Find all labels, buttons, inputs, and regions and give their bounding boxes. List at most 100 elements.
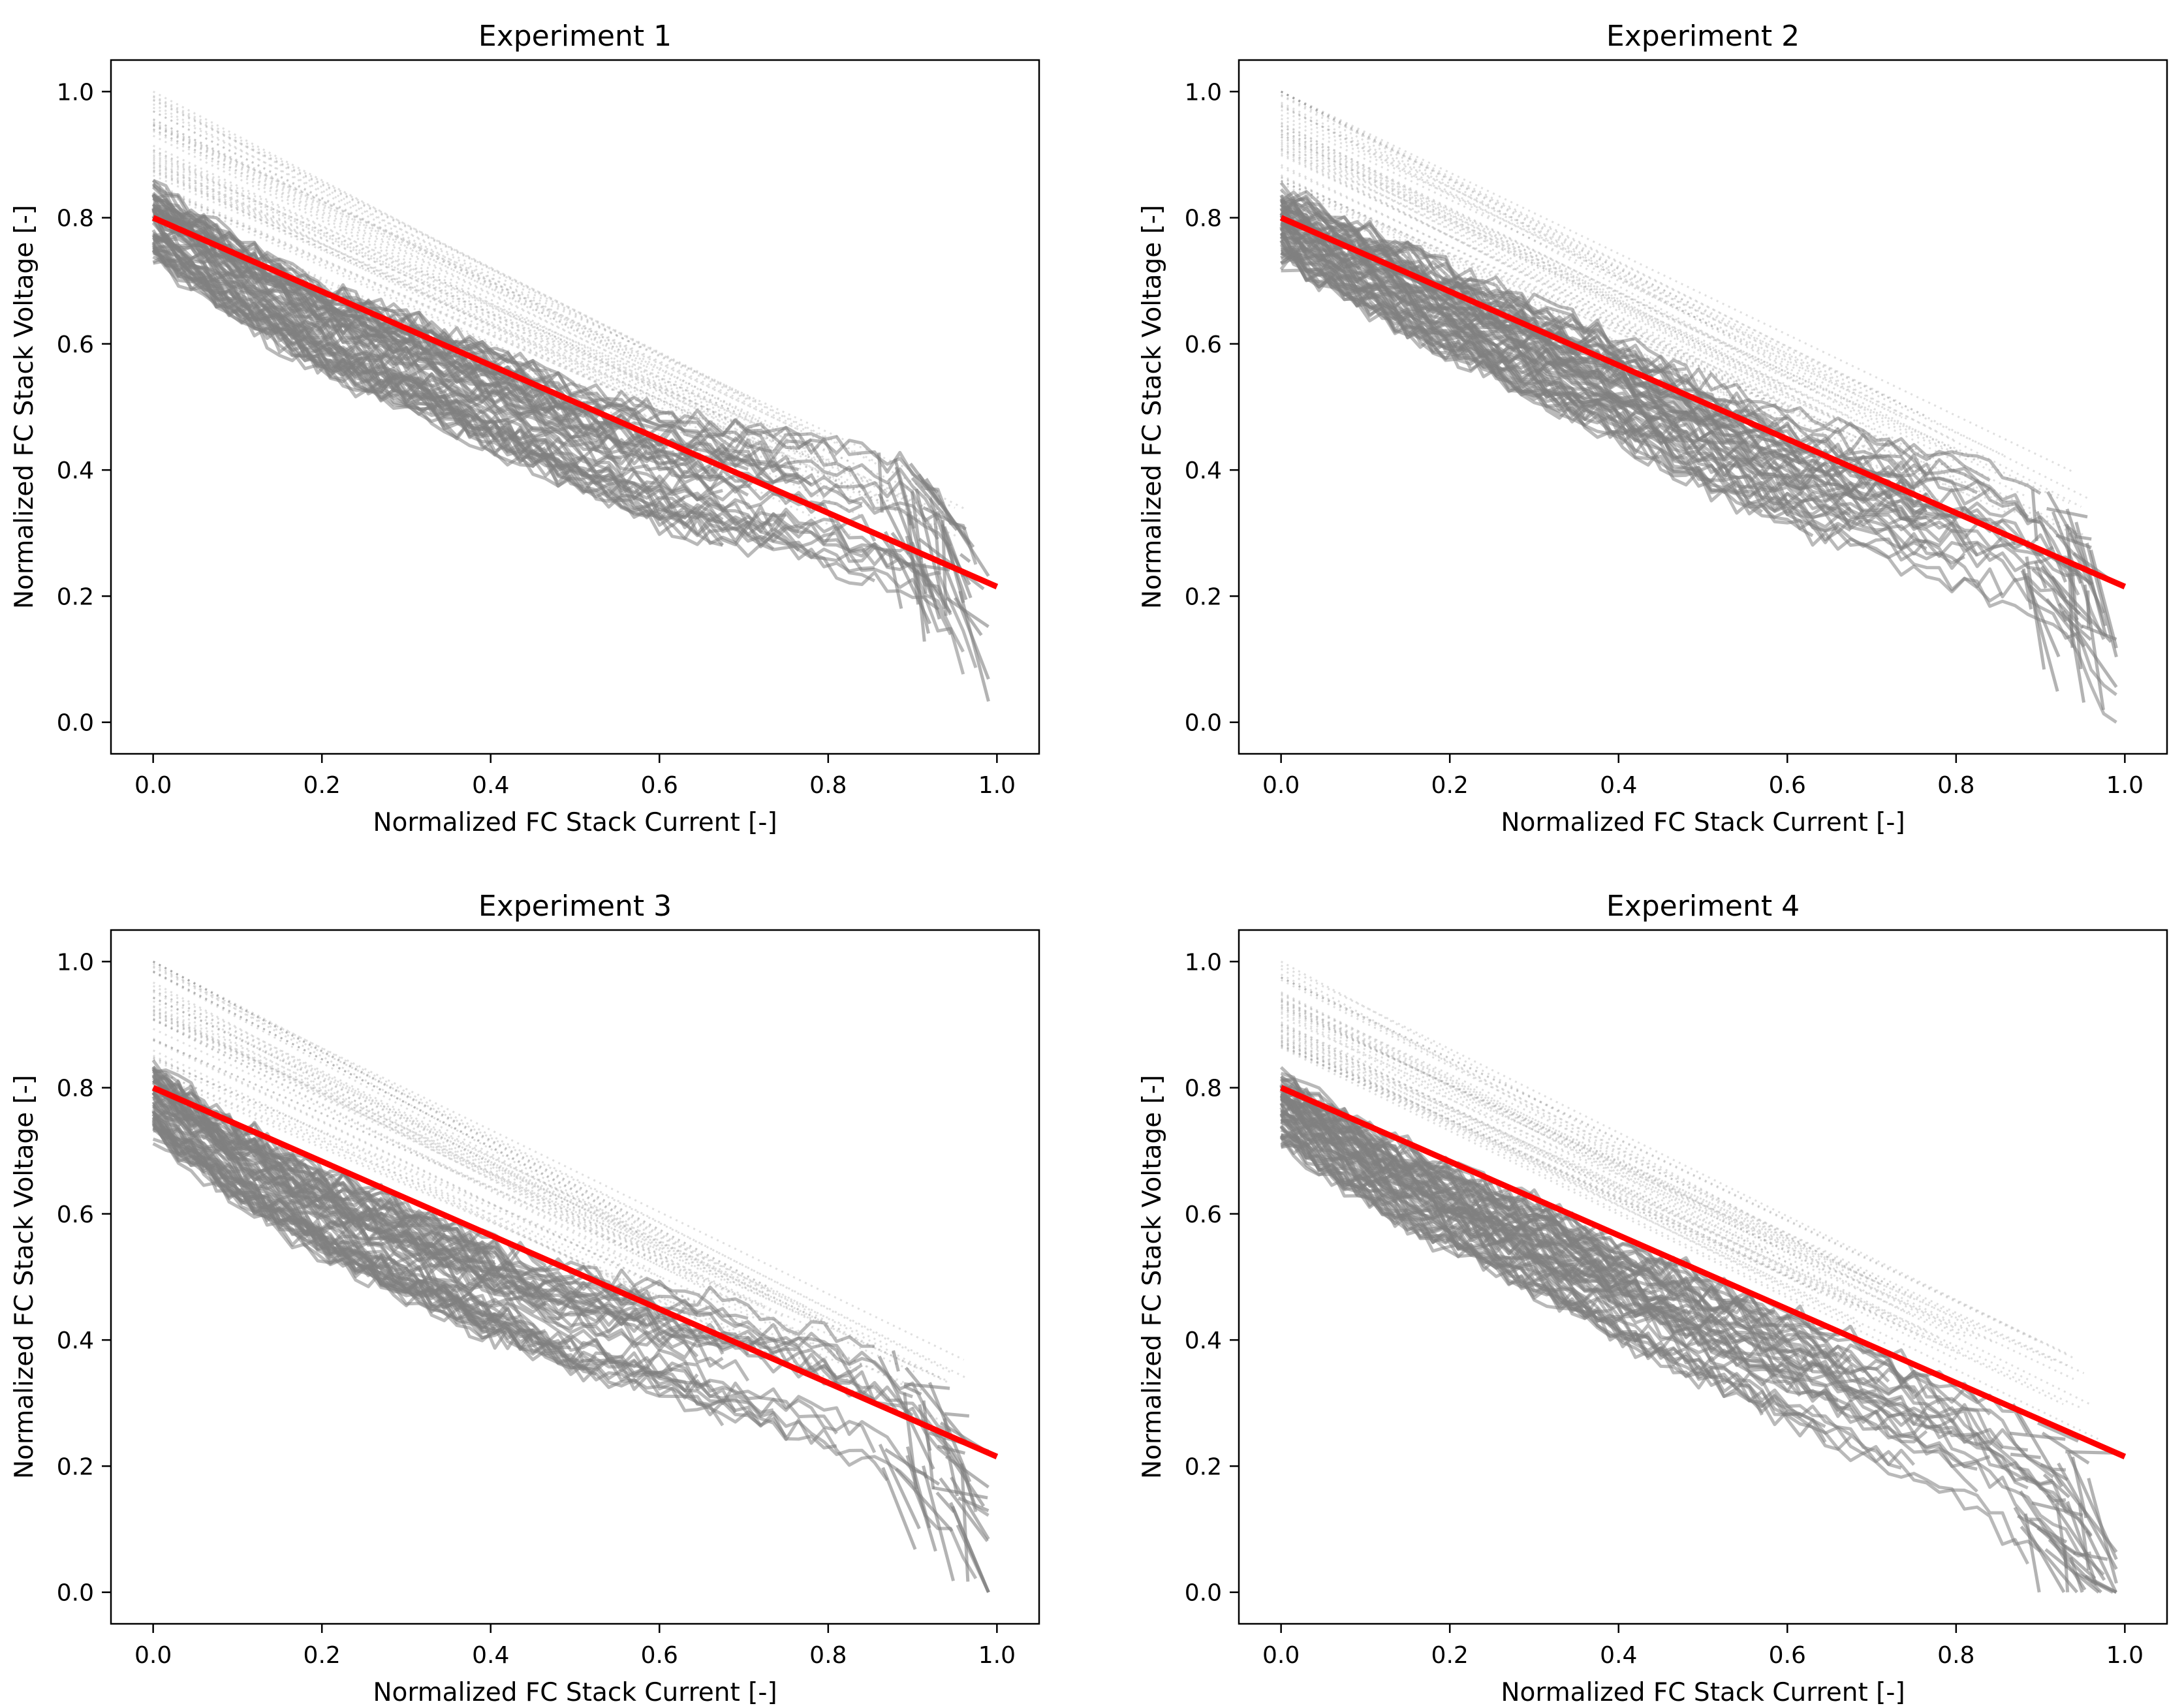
- tail-trace: [2089, 550, 2118, 649]
- measured-traces: [151, 1059, 990, 1579]
- faint-trace: [153, 123, 909, 470]
- y-tick-label: 0.2: [57, 583, 94, 610]
- faint-trace: [1280, 1023, 2064, 1405]
- faint-trace: [1280, 1004, 2074, 1380]
- faint-trace: [152, 981, 745, 1300]
- faint-trace: [1280, 968, 1774, 1246]
- tail-trace: [922, 1400, 935, 1489]
- tail-trace: [944, 1412, 970, 1418]
- x-tick-label: 0.4: [1600, 1642, 1637, 1669]
- measured-trace: [1280, 1133, 1764, 1416]
- chart-panel-4: 0.0 0.2 0.4 0.6 0.8 1.0 0.0 0.2 0.4 0.6 0.8 1.0 Expe…: [1138, 890, 2168, 1707]
- tail-trace: [2073, 1551, 2108, 1561]
- measured-traces: [151, 178, 978, 675]
- faint-trace: [153, 153, 740, 421]
- faint-trace: [153, 171, 894, 505]
- tail-trace: [911, 476, 958, 531]
- tail-trace: [2050, 575, 2113, 644]
- x-tick-label: 1.0: [2106, 772, 2144, 799]
- chart-panel-3: 0.0 0.2 0.4 0.6 0.8 1.0 0.0 0.2 0.4 0.6 0.8 1.0 Expe…: [10, 890, 1040, 1707]
- faint-trace: [1280, 997, 1897, 1320]
- faint-trace: [152, 121, 805, 431]
- x-tick-label: 0.6: [641, 772, 678, 799]
- tail-trace: [877, 452, 884, 513]
- tail-trace: [894, 1468, 954, 1532]
- tail-trace: [881, 1467, 917, 1550]
- faint-trace: [1281, 1029, 2031, 1382]
- tail-trace: [2024, 572, 2059, 692]
- tail-trace: [909, 462, 975, 548]
- y-tick-label: 1.0: [57, 79, 94, 106]
- x-tick-label: 0.0: [134, 772, 172, 799]
- faint-trace: [1280, 1040, 2098, 1440]
- y-tick-label: 0.0: [1185, 710, 1222, 737]
- measured-trace: [1281, 1133, 1599, 1314]
- chart-title: Experiment 3: [478, 890, 672, 923]
- faint-trace: [1280, 1012, 1924, 1339]
- faint-trace: [153, 1068, 863, 1374]
- faint-trace: [1281, 135, 2070, 505]
- tail-trace: [2042, 1473, 2070, 1498]
- measured-trace: [151, 1103, 509, 1312]
- y-axis-label: Normalized FC Stack Voltage [-]: [10, 205, 39, 609]
- faint-trace: [1281, 1039, 1820, 1293]
- faint-trace: [152, 1008, 918, 1393]
- tail-trace: [2035, 510, 2067, 583]
- measured-trace: [151, 1068, 698, 1317]
- faint-trace: [153, 170, 768, 453]
- x-axis-label: Normalized FC Stack Current [-]: [373, 1678, 777, 1705]
- tail-trace: [920, 479, 941, 506]
- measured-trace: [152, 234, 622, 463]
- tail-trace: [903, 1392, 918, 1489]
- faint-trace: [1281, 1029, 1766, 1254]
- y-tick-label: 0.4: [1185, 458, 1222, 484]
- faint-trace: [152, 1058, 792, 1366]
- measured-trace: [1280, 208, 1802, 465]
- faint-trace: [152, 99, 757, 402]
- x-tick-label: 0.0: [134, 1642, 172, 1669]
- x-tick-label: 0.4: [1600, 772, 1637, 799]
- high-current-tail: [877, 452, 990, 702]
- measured-trace: [152, 178, 978, 565]
- y-tick-label: 0.6: [1185, 332, 1222, 358]
- faint-trace: [152, 989, 920, 1371]
- faint-trace: [153, 185, 947, 534]
- faint-trace: [1281, 1036, 1930, 1333]
- y-tick-label: 0.2: [1185, 583, 1222, 610]
- faint-trace: [1281, 1046, 1760, 1267]
- high-current-tail: [2020, 489, 2118, 711]
- plot-frame: [110, 59, 1040, 755]
- x-axis-label: Normalized FC Stack Current [-]: [1501, 1678, 1905, 1705]
- faint-trace: [1280, 129, 1849, 417]
- faint-trace: [152, 966, 969, 1380]
- tail-trace: [2081, 624, 2117, 641]
- tail-trace: [2009, 1431, 2066, 1441]
- measured-trace: [151, 208, 749, 494]
- high-current-tail: [877, 1350, 990, 1593]
- faint-trace: [153, 1019, 946, 1381]
- faint-trace: [1280, 152, 1859, 440]
- tail-trace: [2066, 1500, 2098, 1586]
- tail-trace: [2085, 1530, 2117, 1593]
- tail-trace: [2028, 584, 2093, 642]
- faint-trace: [1280, 109, 1903, 419]
- faint-trace: [152, 1039, 798, 1354]
- faint-trace: [152, 1014, 767, 1307]
- tail-trace: [2040, 1463, 2068, 1482]
- tail-trace: [935, 1491, 956, 1514]
- y-tick-label: 0.0: [57, 710, 94, 737]
- faint-trace: [1280, 164, 1884, 458]
- faint-trace: [153, 1038, 915, 1373]
- measured-trace: [1279, 1102, 1852, 1412]
- tail-trace: [903, 1384, 922, 1396]
- faint-trace: [1280, 125, 1817, 391]
- faint-trace: [152, 144, 813, 460]
- tail-trace: [910, 491, 928, 594]
- faint-trace: [1280, 117, 1911, 422]
- faint-trace: [1280, 979, 1806, 1249]
- plot-frame: [1238, 929, 2168, 1625]
- y-tick-label: 0.8: [57, 1076, 94, 1102]
- x-tick-label: 1.0: [2106, 1642, 2144, 1669]
- measured-trace: [151, 1075, 952, 1460]
- plot-area: [151, 90, 999, 702]
